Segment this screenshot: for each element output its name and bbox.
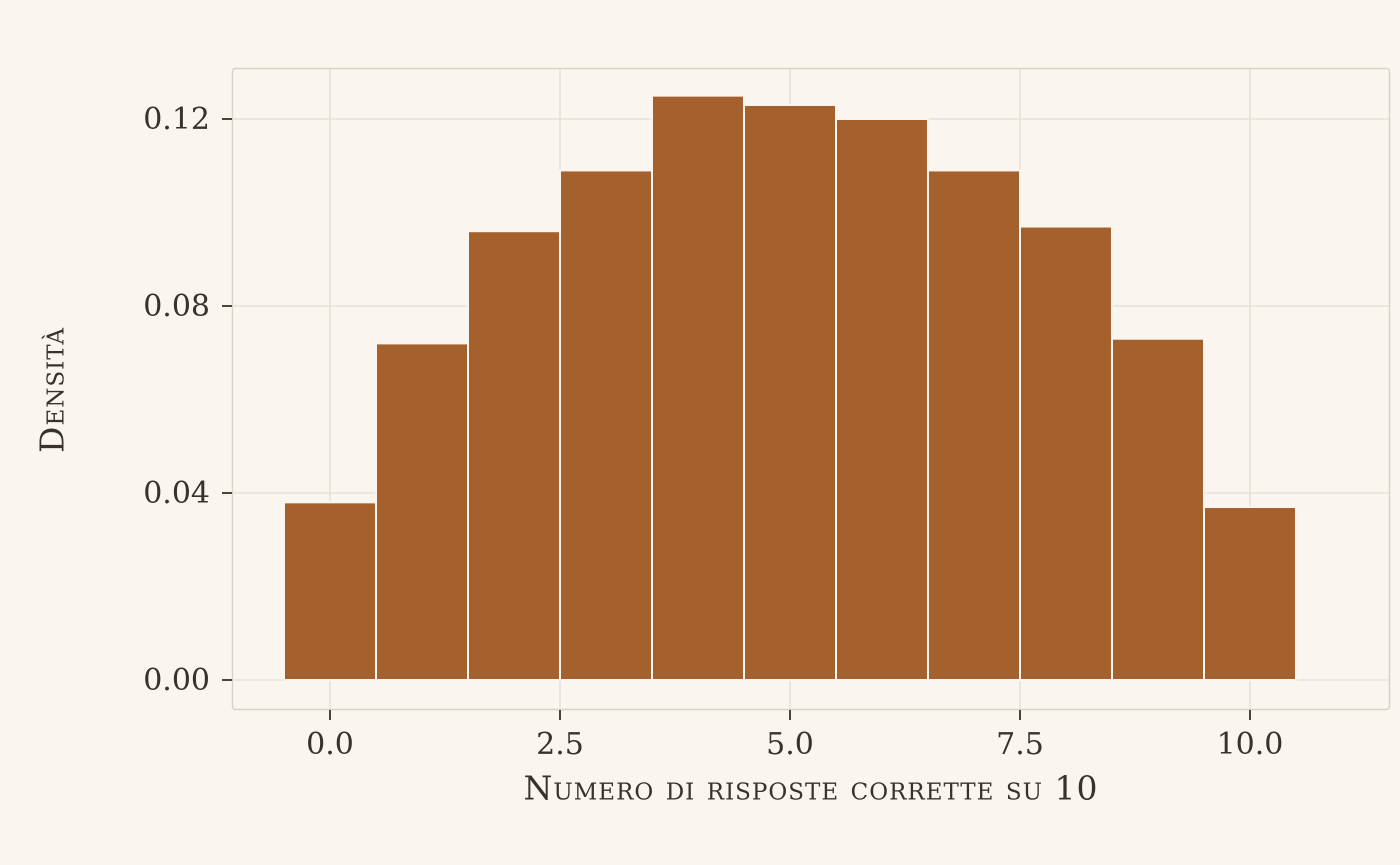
y-tick-label: 0.12 xyxy=(143,102,210,137)
histogram-bar xyxy=(1111,337,1205,681)
histogram-bar xyxy=(651,94,745,681)
x-tick-label: 10.0 xyxy=(1217,727,1284,762)
x-tick-label: 0.0 xyxy=(306,727,354,762)
x-tick-label: 2.5 xyxy=(536,727,584,762)
histogram-bar xyxy=(283,501,377,681)
y-axis-label: Densità xyxy=(32,327,72,453)
x-tick-label: 7.5 xyxy=(996,727,1044,762)
histogram-bar xyxy=(743,103,837,682)
y-tick-label: 0.00 xyxy=(143,663,210,698)
y-tick-label: 0.08 xyxy=(143,289,210,324)
plot-panel-border xyxy=(231,67,1391,711)
histogram-bar xyxy=(835,118,929,681)
histogram-bar xyxy=(559,169,653,682)
histogram-bar xyxy=(1203,506,1297,681)
x-axis-label: Numero di risposte corrette su 10 xyxy=(523,768,1099,808)
histogram-bar xyxy=(375,342,469,681)
histogram-bar xyxy=(467,230,561,681)
x-tick-label: 5.0 xyxy=(766,727,814,762)
y-tick-label: 0.04 xyxy=(143,476,210,511)
histogram-bar xyxy=(927,169,1021,682)
histogram-bar xyxy=(1019,225,1113,681)
